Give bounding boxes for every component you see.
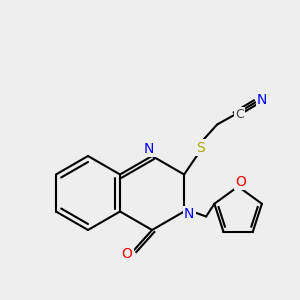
Text: O: O <box>236 175 247 188</box>
Text: N: N <box>184 208 194 221</box>
Text: C: C <box>235 108 244 121</box>
Text: N: N <box>257 92 267 106</box>
Text: O: O <box>122 247 133 261</box>
Text: N: N <box>144 142 154 156</box>
Text: S: S <box>196 140 205 154</box>
